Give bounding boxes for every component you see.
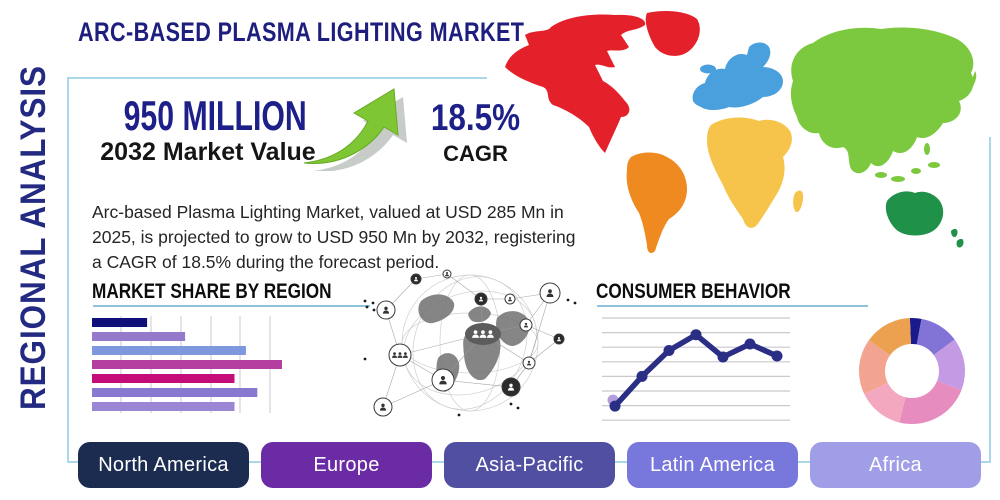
- up-trend-arrow-icon: [303, 88, 407, 171]
- map-south-america: [626, 152, 687, 253]
- map-new-zealand: [951, 228, 964, 248]
- map-europe: [692, 42, 783, 110]
- frame-line-left: [67, 78, 69, 462]
- page-title: ARC-BASED PLASMA LIGHTING MARKET: [78, 17, 525, 47]
- map-iceland: [700, 64, 716, 74]
- consumer-behavior-heading: CONSUMER BEHAVIOR: [596, 279, 791, 303]
- market-share-bar-chart: [92, 316, 282, 413]
- world-map: [505, 11, 977, 253]
- market-value-caption: 2032 Market Value: [100, 138, 316, 167]
- market-share-underline: [93, 305, 370, 307]
- market-summary-text: Arc-based Plasma Lighting Market, valued…: [92, 201, 576, 272]
- cagr-caption: CAGR: [443, 140, 508, 166]
- map-north-america: [505, 14, 646, 153]
- map-madagascar: [793, 190, 804, 213]
- region-donut-chart: [859, 318, 965, 424]
- region-button-asia-pacific[interactable]: Asia-Pacific: [444, 442, 615, 488]
- frame-line-top: [67, 77, 487, 79]
- map-africa: [707, 117, 792, 228]
- map-asia: [790, 27, 974, 174]
- map-se-asia-islands: [875, 71, 977, 182]
- region-button-latin-america[interactable]: Latin America: [627, 442, 798, 488]
- region-button-north-america[interactable]: North America: [78, 442, 249, 488]
- map-australia: [885, 191, 944, 236]
- consumer-behavior-underline: [597, 305, 868, 307]
- market-value-number: 950 MILLION: [123, 92, 307, 139]
- consumer-behavior-line-chart: [602, 317, 790, 421]
- frame-line-right: [989, 137, 991, 462]
- cagr-stat: 18.5% CAGR: [408, 97, 543, 167]
- globe-network-graphic: [363, 269, 577, 417]
- map-greenland: [645, 11, 700, 56]
- region-button-africa[interactable]: Africa: [810, 442, 981, 488]
- region-button-europe[interactable]: Europe: [261, 442, 432, 488]
- cagr-number: 18.5%: [430, 97, 521, 138]
- region-buttons-row: North America Europe Asia-Pacific Latin Ame…: [78, 442, 981, 488]
- market-value-stat: 950 MILLION 2032 Market Value: [88, 92, 328, 167]
- market-share-heading: MARKET SHARE BY REGION: [92, 279, 332, 303]
- side-label-regional-analysis: REGIONAL ANALYSIS: [14, 65, 53, 411]
